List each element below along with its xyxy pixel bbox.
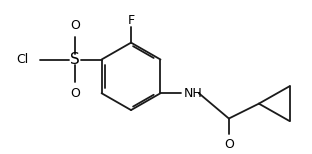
Text: Cl: Cl [16,53,28,66]
Text: O: O [224,138,234,151]
Text: O: O [70,19,80,32]
Text: F: F [128,14,134,27]
Text: O: O [70,87,80,100]
Text: NH: NH [184,87,202,100]
Text: S: S [70,52,80,67]
